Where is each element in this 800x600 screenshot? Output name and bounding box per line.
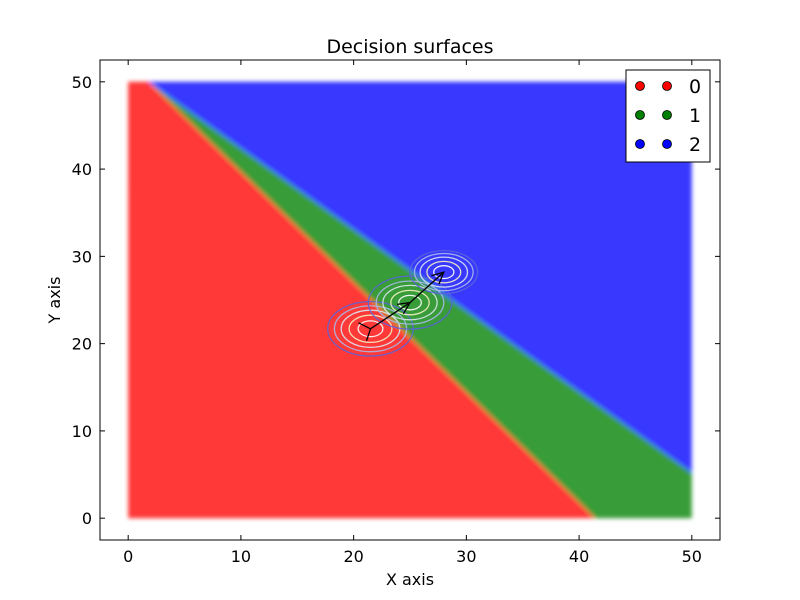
contour-ring-class-2 <box>433 265 455 280</box>
contour-ring-class-1 <box>390 289 430 316</box>
legend-entry-1: 1 <box>635 105 701 127</box>
x-tick-label: 20 <box>343 547 363 566</box>
legend-marker-0 <box>635 81 645 91</box>
x-tick-label: 10 <box>231 547 251 566</box>
legend-marker-0b <box>662 81 672 91</box>
decision-regions <box>128 81 692 519</box>
y-tick-label: 20 <box>72 335 92 354</box>
contour-ring-class-1 <box>398 294 422 311</box>
gaussian-contours <box>327 249 479 357</box>
contour-ring-class-1 <box>375 280 445 325</box>
contour-ring-class-2 <box>419 256 469 288</box>
legend: 0 1 2 <box>625 69 711 163</box>
contour-ring-class-2 <box>413 252 474 292</box>
mean-path <box>358 271 445 342</box>
legend-marker-1b <box>662 110 672 120</box>
x-tick-label: 0 <box>123 547 133 566</box>
y-axis-label: Y axis <box>45 277 64 325</box>
path-segment <box>370 302 411 330</box>
path-segment <box>409 271 445 304</box>
x-tick-label: 30 <box>456 547 476 566</box>
decision-region-0 <box>128 81 595 519</box>
plot-frame <box>99 59 721 541</box>
contour-ring-class-0 <box>348 314 393 344</box>
y-tick-label: 10 <box>72 422 92 441</box>
contour-ring-class-2 <box>409 249 479 295</box>
legend-marker-2b <box>662 139 672 149</box>
legend-label-0: 0 <box>689 76 701 98</box>
contour-ring-class-1 <box>382 284 438 321</box>
x-axis-label: X axis <box>386 570 434 589</box>
x-tick-label: 40 <box>569 547 589 566</box>
y-tick-label: 40 <box>72 160 92 179</box>
x-axis-ticks: 0 10 20 30 40 50 <box>123 60 702 566</box>
chart-title: Decision surfaces <box>326 36 493 58</box>
contour-ring-class-2 <box>426 260 462 284</box>
x-tick-label: 50 <box>682 547 702 566</box>
legend-entry-0: 0 <box>635 76 701 98</box>
legend-label-1: 1 <box>689 105 701 127</box>
path-arrowhead <box>431 271 445 285</box>
legend-label-2: 2 <box>689 134 701 156</box>
path-start-marker <box>358 322 372 342</box>
y-tick-label: 50 <box>72 73 92 92</box>
legend-marker-2 <box>635 139 645 149</box>
legend-marker-1 <box>635 110 645 120</box>
legend-entry-2: 2 <box>635 134 701 156</box>
contour-ring-class-0 <box>357 320 384 338</box>
y-tick-label: 30 <box>72 247 92 266</box>
y-tick-label: 0 <box>82 509 92 528</box>
